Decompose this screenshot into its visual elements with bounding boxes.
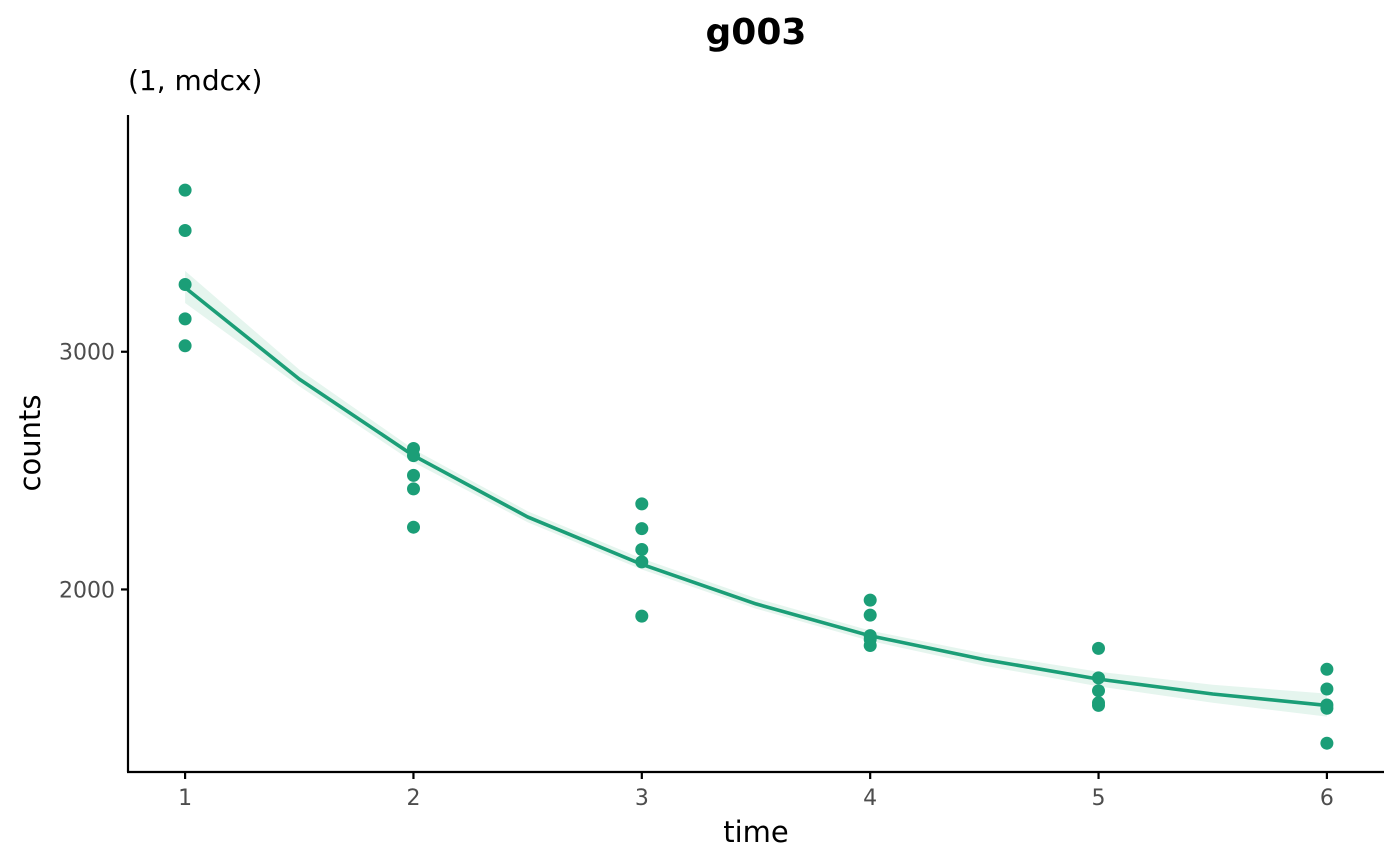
y-tick-label: 2000 <box>59 578 115 603</box>
data-point <box>1092 671 1105 685</box>
data-point <box>178 224 192 237</box>
y-tick-label: 3000 <box>59 341 115 366</box>
x-tick-label: 2 <box>406 786 420 811</box>
x-tick-label: 5 <box>1092 786 1106 811</box>
x-axis-label: time <box>723 815 789 849</box>
data-point <box>863 593 877 607</box>
fit-line-layer <box>183 286 1328 708</box>
y-axis-ticks: 2000 3000 <box>59 341 128 603</box>
data-point <box>635 497 649 511</box>
x-axis-ticks: 1 2 3 4 5 6 <box>178 772 1334 811</box>
data-point <box>1320 662 1334 676</box>
x-tick-label: 1 <box>178 786 192 811</box>
data-point <box>407 468 420 482</box>
data-point <box>407 449 420 463</box>
data-point <box>178 339 192 353</box>
data-point <box>407 520 420 534</box>
data-point <box>635 522 649 536</box>
points-layer <box>178 183 1334 750</box>
data-point <box>1320 701 1334 715</box>
x-tick-label: 3 <box>635 786 649 811</box>
data-point <box>863 608 877 622</box>
data-point <box>1092 641 1105 655</box>
x-tick-label: 4 <box>863 786 877 811</box>
x-tick-label: 6 <box>1320 786 1334 811</box>
data-point <box>635 555 649 569</box>
chart-title: g003 <box>706 12 807 53</box>
data-point <box>635 543 649 556</box>
data-point <box>407 482 420 496</box>
confidence-band-layer <box>185 270 1327 717</box>
data-point <box>178 278 192 291</box>
chart-subtitle: (1, mdcx) <box>128 64 262 97</box>
plot-area <box>178 183 1334 750</box>
data-point <box>178 183 192 197</box>
data-point <box>863 639 877 652</box>
data-point <box>1092 684 1105 698</box>
data-point <box>1320 736 1334 750</box>
fit-line <box>183 286 1328 708</box>
data-point <box>1092 698 1105 712</box>
data-point <box>178 312 192 326</box>
data-point <box>1320 682 1334 696</box>
y-axis-label: counts <box>13 395 47 492</box>
data-point <box>635 609 649 623</box>
confidence-band <box>185 270 1327 717</box>
